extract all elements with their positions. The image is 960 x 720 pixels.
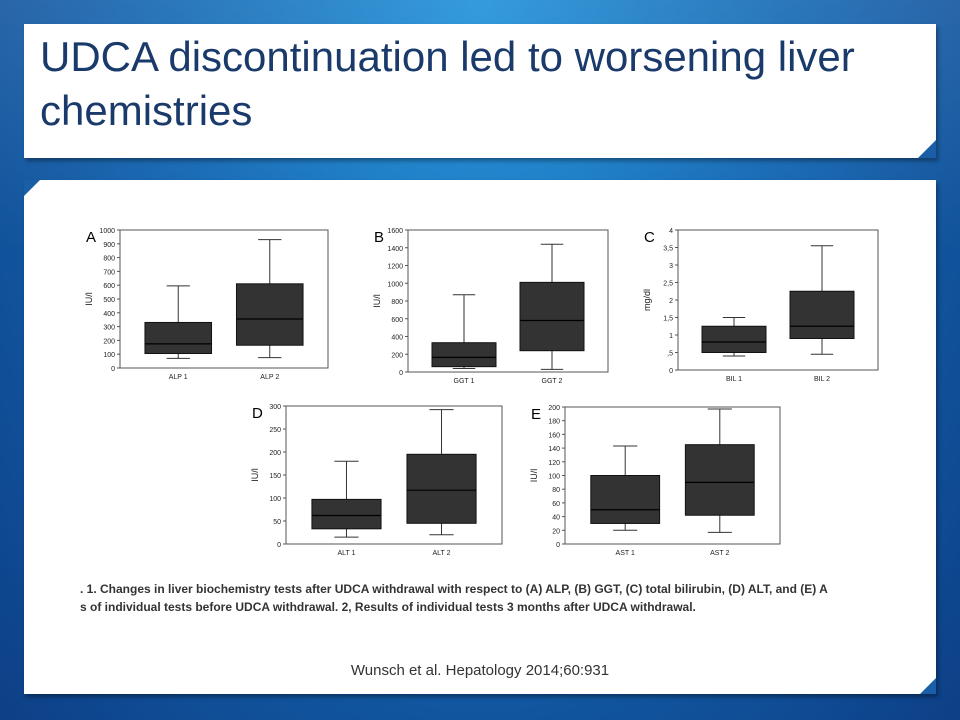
panel-A: A 0 100 200 300 400 500 600 700 800 900 1000 IU/l ALP… <box>84 228 329 381</box>
y-tick-label: 4 <box>669 228 673 235</box>
panel-D: D 0 50 100 150 200 250 300 IU/l ALT 1 ALT 2 <box>250 404 503 557</box>
y-tick-label: 200 <box>391 352 403 359</box>
corner-fold-bottom-right <box>920 678 936 694</box>
y-axis-label: IU/l <box>84 292 94 306</box>
x-tick-label: BIL 1 <box>726 376 742 383</box>
x-tick-label: BIL 2 <box>814 376 830 383</box>
citation: Wunsch et al. Hepatology 2014;60:931 <box>350 662 610 679</box>
y-tick-label: 200 <box>103 338 115 345</box>
y-tick-label: 400 <box>103 311 115 318</box>
y-axis-label: IU/l <box>372 294 382 308</box>
x-tick-label: ALP 1 <box>169 374 188 381</box>
x-tick-label: ALT 2 <box>433 550 451 557</box>
x-tick-label: AST 1 <box>616 550 635 557</box>
y-tick-label: 160 <box>548 432 560 439</box>
y-tick-label: 1200 <box>387 264 403 271</box>
box-bil-2 <box>789 290 855 339</box>
y-tick-label: 100 <box>103 352 115 359</box>
corner-fold <box>918 140 936 158</box>
y-tick-label: 800 <box>103 256 115 263</box>
x-tick-label: GGT 1 <box>454 378 475 385</box>
y-tick-label: 800 <box>391 299 403 306</box>
box-ast-1 <box>590 475 661 524</box>
y-tick-label: ,5 <box>667 351 673 358</box>
y-tick-label: 3 <box>669 263 673 270</box>
y-axis-label: IU/l <box>529 469 539 483</box>
caption-line-1: . 1. Changes in liver biochemistry tests… <box>80 582 828 596</box>
box-bil-1 <box>701 325 767 353</box>
box-alp-1 <box>144 321 213 355</box>
content-panel <box>24 180 936 694</box>
y-tick-label: 700 <box>103 269 115 276</box>
y-tick-label: 0 <box>277 542 281 549</box>
y-tick-label: 250 <box>269 427 281 434</box>
box-alp-2 <box>235 283 304 346</box>
y-tick-label: 2 <box>669 298 673 305</box>
y-tick-label: 80 <box>552 487 560 494</box>
corner-fold-top-left <box>24 180 40 196</box>
y-tick-label: 0 <box>111 366 115 373</box>
y-tick-label: 1000 <box>387 281 403 288</box>
slide-title: UDCA discontinuation led to worsening li… <box>40 33 855 134</box>
y-tick-label: 300 <box>269 404 281 411</box>
figure-panels: A01002003004005006007008009001000IU/lALP… <box>84 228 879 557</box>
x-tick-label: AST 2 <box>710 550 729 557</box>
y-tick-label: 200 <box>269 450 281 457</box>
panel-C: C 0 ,5 1 1,5 2 2,5 3 3,5 4 mg/dl BIL 1 BIL 2 <box>642 228 879 383</box>
panel-letter: A <box>86 229 96 246</box>
panel-E: E 0 20 40 60 80 100 120 140 160 180 200 IU/l AST 1 AST… <box>529 405 781 557</box>
y-tick-label: 120 <box>548 460 560 467</box>
y-axis-label: IU/l <box>250 468 260 482</box>
y-tick-label: 1600 <box>387 228 403 235</box>
y-tick-label: 500 <box>103 297 115 304</box>
y-tick-label: 1,5 <box>663 316 673 323</box>
y-tick-label: 0 <box>556 542 560 549</box>
x-tick-label: ALP 2 <box>260 374 279 381</box>
y-tick-label: 200 <box>548 405 560 412</box>
y-tick-label: 600 <box>391 317 403 324</box>
panel-letter: D <box>252 405 263 422</box>
y-tick-label: 40 <box>552 515 560 522</box>
panel-letter: B <box>374 229 384 246</box>
x-tick-label: GGT 2 <box>542 378 563 385</box>
y-tick-label: 300 <box>103 325 115 332</box>
title-panel: UDCA discontinuation led to worsening li… <box>24 24 936 158</box>
x-tick-label: ALT 1 <box>337 550 355 557</box>
y-tick-label: 1000 <box>99 228 115 235</box>
box-ggt-2 <box>519 281 585 352</box>
panel-letter: E <box>531 406 541 423</box>
y-tick-label: 50 <box>273 519 281 526</box>
box-alt-1 <box>311 498 382 530</box>
y-tick-label: 180 <box>548 419 560 426</box>
y-tick-label: 600 <box>103 283 115 290</box>
box-ggt-1 <box>431 342 497 368</box>
y-tick-label: 400 <box>391 335 403 342</box>
y-tick-label: 20 <box>552 528 560 535</box>
box-alt-2 <box>406 453 477 524</box>
panel-B: B 0 200 400 600 800 1000 1200 1400 1600 IU/l GGT 1 G… <box>372 228 609 385</box>
y-tick-label: 900 <box>103 242 115 249</box>
y-tick-label: 150 <box>269 473 281 480</box>
y-tick-label: 60 <box>552 501 560 508</box>
y-tick-label: 2,5 <box>663 281 673 288</box>
y-tick-label: 1400 <box>387 246 403 253</box>
y-tick-label: 140 <box>548 446 560 453</box>
caption-line-2: s of individual tests before UDCA withdr… <box>80 600 696 614</box>
y-tick-label: 100 <box>548 474 560 481</box>
y-tick-label: 0 <box>399 370 403 377</box>
y-tick-label: 3,5 <box>663 246 673 253</box>
panel-letter: C <box>644 229 655 246</box>
box-ast-2 <box>684 444 755 516</box>
y-tick-label: 100 <box>269 496 281 503</box>
y-tick-label: 1 <box>669 333 673 340</box>
y-axis-label: mg/dl <box>642 289 652 311</box>
y-tick-label: 0 <box>669 368 673 375</box>
